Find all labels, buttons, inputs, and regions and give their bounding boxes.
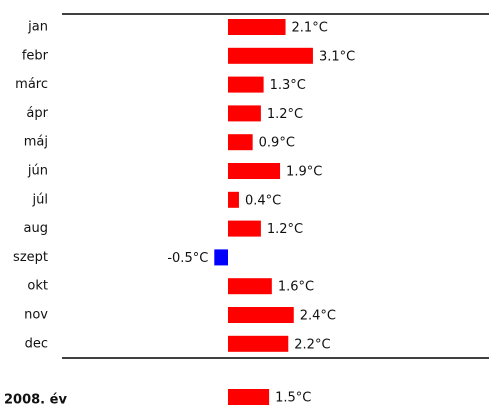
- bar: [228, 278, 272, 295]
- category-label: júl: [32, 192, 48, 207]
- bar: [228, 220, 261, 237]
- category-label: márc: [15, 77, 48, 92]
- category-label: okt: [27, 279, 48, 294]
- category-label: jún: [27, 164, 48, 179]
- value-label: 1.2°C: [267, 222, 303, 237]
- bar: [228, 191, 239, 208]
- category-label: dec: [25, 336, 48, 351]
- category-label: febr: [22, 48, 49, 63]
- bar: [228, 47, 313, 64]
- category-label: szept: [13, 250, 48, 265]
- category-label: ápr: [26, 106, 48, 121]
- bar: [228, 307, 294, 323]
- value-label: 0.4°C: [245, 193, 281, 208]
- value-label: 2.4°C: [300, 309, 336, 324]
- summary-label: 2008. év: [4, 393, 67, 408]
- bar: [214, 249, 228, 266]
- value-label: 1.3°C: [270, 78, 306, 93]
- value-label: 2.2°C: [294, 337, 330, 352]
- value-label: 1.6°C: [278, 280, 314, 295]
- value-label: -0.5°C: [167, 251, 208, 266]
- value-label: 1.9°C: [286, 165, 322, 180]
- category-label: aug: [24, 221, 48, 236]
- value-label: 2.1°C: [292, 21, 328, 36]
- value-label: 0.9°C: [259, 136, 295, 151]
- bar: [228, 134, 253, 151]
- category-label: nov: [24, 308, 48, 323]
- bar: [228, 19, 286, 35]
- bar: [228, 335, 289, 352]
- value-label: 1.2°C: [267, 107, 303, 122]
- value-label: 3.1°C: [319, 49, 355, 64]
- value-label: 1.5°C: [275, 391, 311, 406]
- category-label: máj: [24, 135, 48, 150]
- bar: [228, 163, 281, 179]
- category-label: jan: [27, 20, 48, 35]
- bar: [228, 105, 261, 122]
- bar: [228, 76, 264, 93]
- bar: [228, 389, 270, 405]
